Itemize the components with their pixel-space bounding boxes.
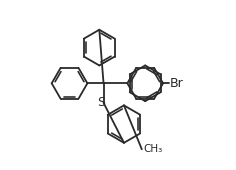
Text: Br: Br (169, 77, 183, 90)
Text: CH₃: CH₃ (143, 144, 162, 154)
Text: S: S (97, 96, 105, 109)
